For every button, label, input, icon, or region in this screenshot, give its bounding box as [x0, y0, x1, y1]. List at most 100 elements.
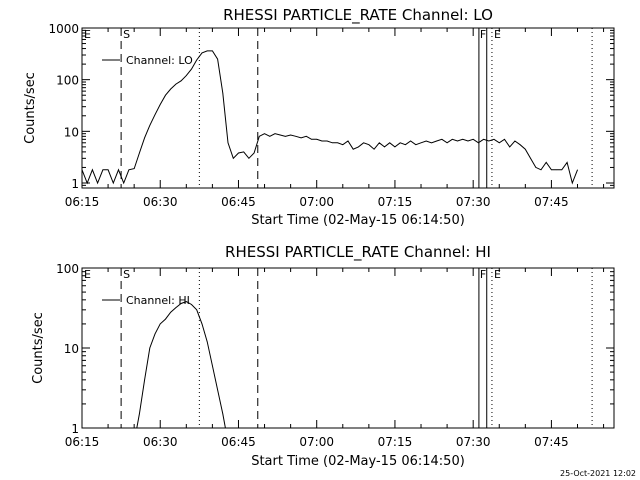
y-tick-label: 10 — [64, 342, 79, 356]
x-tick-label: 06:30 — [143, 435, 178, 449]
data-point — [540, 169, 542, 171]
data-point — [457, 140, 458, 142]
marker-label-e: E — [84, 28, 91, 41]
data-point — [274, 133, 276, 134]
data-point — [498, 142, 500, 144]
data-point — [571, 182, 573, 184]
data-point — [128, 169, 130, 171]
data-point — [551, 169, 552, 171]
data-point — [175, 83, 177, 85]
data-point — [154, 114, 156, 115]
data-point — [206, 50, 208, 52]
data-point — [311, 139, 312, 140]
data-point — [389, 142, 391, 144]
data-point — [201, 323, 203, 325]
x-tick-label: 06:45 — [221, 195, 256, 209]
data-point — [378, 142, 380, 144]
data-point — [519, 144, 521, 146]
data-point — [212, 50, 213, 52]
data-point — [316, 139, 318, 140]
data-point — [118, 169, 119, 171]
data-point — [97, 182, 98, 184]
data-point — [217, 389, 218, 391]
plot-frame — [81, 27, 615, 189]
data-point — [159, 323, 161, 325]
data-point — [279, 134, 281, 136]
data-point — [107, 169, 109, 171]
data-point — [352, 148, 354, 150]
data-point — [431, 142, 432, 144]
data-point — [144, 379, 145, 381]
legend-label: Channel: LO — [126, 54, 193, 67]
data-point — [133, 168, 135, 169]
y-tick-label: 1000 — [48, 22, 79, 36]
timestamp: 25-Oct-2021 12:02 — [560, 469, 636, 478]
data-point — [368, 144, 370, 146]
data-point — [175, 307, 177, 308]
data-point — [462, 139, 464, 140]
data-point — [545, 162, 547, 163]
data-point — [217, 58, 218, 60]
data-point — [86, 182, 88, 184]
y-tick-label: 100 — [56, 74, 79, 88]
chart-title: RHESSI PARTICLE_RATE Channel: HI — [225, 243, 491, 262]
data-point — [337, 142, 338, 144]
marker-label-e: E — [494, 28, 501, 41]
x-tick-label: 07:45 — [534, 195, 569, 209]
x-tick-label: 07:15 — [378, 435, 413, 449]
data-point — [300, 137, 302, 139]
data-point — [446, 142, 448, 144]
x-tick-label: 06:15 — [65, 435, 100, 449]
x-tick-label: 06:30 — [143, 195, 178, 209]
data-point — [441, 139, 443, 140]
data-point — [347, 140, 349, 142]
legend-label: Channel: HI — [126, 294, 190, 307]
data-point — [170, 88, 171, 90]
data-point — [305, 136, 307, 137]
data-point — [425, 140, 427, 142]
data-point — [290, 134, 291, 136]
data-point — [136, 427, 138, 429]
data-point — [212, 365, 213, 367]
y-axis-label: Counts/sec — [23, 72, 38, 144]
data-point — [410, 140, 411, 142]
data-point — [170, 311, 171, 313]
series-line — [136, 301, 226, 428]
data-point — [577, 169, 578, 171]
y-tick-label: 100 — [56, 262, 79, 276]
y-axis-label: Counts/sec — [31, 312, 46, 384]
data-point — [566, 162, 568, 163]
series-points — [136, 301, 226, 429]
data-point — [321, 140, 323, 142]
data-point — [144, 137, 145, 139]
data-point — [373, 148, 375, 150]
x-tick-label: 07:30 — [456, 435, 491, 449]
data-point — [478, 142, 479, 144]
data-point — [332, 142, 333, 144]
data-point — [514, 140, 516, 142]
y-tick-label: 1 — [71, 177, 79, 191]
data-point — [488, 140, 490, 142]
data-point — [452, 139, 453, 140]
x-axis-label: Start Time (02-May-15 06:14:50) — [251, 213, 465, 228]
plot-frame — [81, 267, 615, 429]
marker-label-f: F — [480, 28, 486, 41]
data-point — [102, 169, 104, 171]
marker-label-f: F — [480, 268, 486, 281]
data-point — [186, 75, 187, 76]
data-point — [467, 140, 469, 142]
x-tick-label: 07:00 — [299, 195, 334, 209]
data-point — [139, 413, 140, 415]
chart-title: RHESSI PARTICLE_RATE Channel: LO — [223, 6, 493, 25]
x-tick-label: 07:15 — [378, 195, 413, 209]
data-point — [165, 318, 166, 320]
data-point — [243, 151, 244, 153]
data-point — [358, 146, 359, 148]
data-point — [149, 125, 151, 126]
data-point — [186, 301, 187, 302]
data-point — [472, 139, 474, 140]
data-point — [180, 80, 182, 82]
data-point — [326, 140, 328, 142]
data-point — [201, 52, 203, 54]
